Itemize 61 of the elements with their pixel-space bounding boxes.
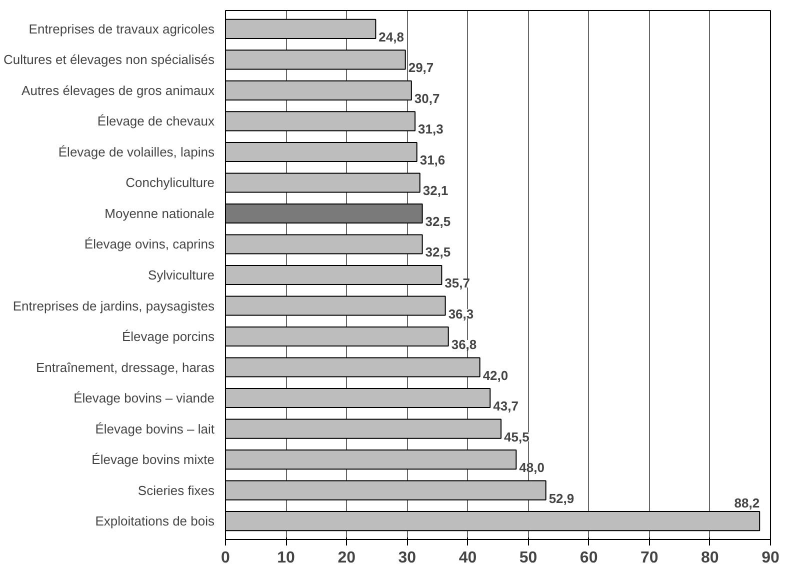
- bar: [226, 80, 412, 100]
- bar: [226, 296, 446, 316]
- data-label: 36,8: [451, 337, 477, 352]
- data-label: 24,8: [378, 29, 404, 44]
- x-tick-label: 10: [277, 550, 296, 566]
- bar: [226, 388, 491, 408]
- x-tick-label: 90: [762, 550, 780, 566]
- y-tick-label: Élevage bovins mixte: [92, 452, 215, 468]
- data-label: 31,6: [420, 152, 446, 168]
- y-tick-label: Moyenne nationale: [104, 206, 214, 221]
- x-tick-label: 0: [221, 550, 230, 566]
- y-tick-label: Cultures et élevages non spécialisés: [3, 52, 215, 68]
- bar: [226, 326, 449, 347]
- data-label: 29,7: [408, 60, 434, 76]
- y-tick-label: Conchyliculture: [126, 175, 214, 190]
- y-tick-label: Entreprises de jardins, paysagistes: [12, 298, 215, 314]
- data-label: 52,9: [548, 490, 574, 506]
- data-label: 36,3: [448, 306, 474, 322]
- data-label: 42,0: [482, 368, 508, 383]
- bar: [226, 203, 423, 224]
- x-tick-label: 60: [580, 550, 598, 566]
- bar: [226, 111, 416, 132]
- x-tick-label: 80: [701, 550, 719, 566]
- x-tick-label: 30: [398, 550, 416, 566]
- bar: [226, 142, 418, 162]
- y-tick-label: Entraînement, dressage, haras: [36, 360, 215, 375]
- y-tick-label: Élevage ovins, caprins: [84, 236, 215, 252]
- y-tick-label: Autres élevages de gros animaux: [22, 82, 215, 98]
- data-label: 88,2: [734, 496, 760, 511]
- x-tick-label: 50: [519, 550, 538, 566]
- bar: [226, 357, 480, 378]
- y-tick-label: Élevage de volailles, lapins: [58, 144, 215, 160]
- bar: [226, 480, 546, 500]
- bar: [226, 511, 760, 532]
- y-tick-label: Élevage bovins – lait: [95, 421, 215, 436]
- x-tick-label: 40: [458, 550, 477, 566]
- data-label: 43,7: [493, 398, 518, 414]
- bar: [226, 18, 376, 39]
- data-label: 30,7: [414, 90, 440, 106]
- bar: [226, 172, 420, 193]
- y-tick-label: Exploitations de bois: [95, 514, 215, 529]
- y-tick-label: Sylviculture: [148, 268, 214, 282]
- bar: [226, 450, 517, 470]
- data-label: 32,5: [425, 214, 451, 229]
- x-tick-label: 20: [338, 550, 356, 566]
- data-label: 48,0: [519, 460, 544, 476]
- y-tick-label: Scieries fixes: [138, 482, 215, 498]
- data-label: 32,5: [425, 244, 451, 260]
- data-label: 32,1: [422, 183, 448, 198]
- bar: [226, 418, 502, 439]
- bar: [226, 234, 423, 254]
- bar: [226, 50, 406, 70]
- data-label: 35,7: [444, 276, 470, 290]
- data-label: 45,5: [504, 429, 530, 444]
- data-label: 31,3: [418, 122, 444, 137]
- y-tick-label: Élevage bovins – viande: [74, 390, 215, 406]
- y-tick-label: Élevage de chevaux: [97, 114, 215, 129]
- y-tick-label: Entreprises de travaux agricoles: [28, 21, 215, 36]
- y-tick-label: Élevage porcins: [122, 329, 215, 344]
- bar: [226, 264, 442, 286]
- x-tick-label: 70: [640, 550, 658, 566]
